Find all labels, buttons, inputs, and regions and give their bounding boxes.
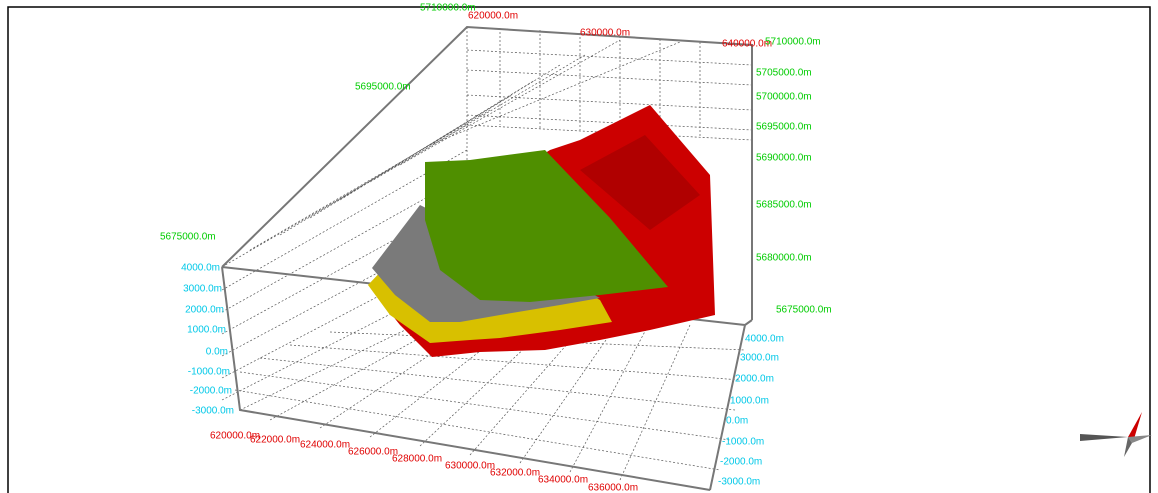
compass xyxy=(1080,412,1152,457)
z-tick-label: 1000.0m xyxy=(730,396,769,407)
z-tick-label: -3000.0m xyxy=(192,406,234,417)
z-tick-label: 0.0m xyxy=(726,416,748,427)
surfaces xyxy=(368,105,715,357)
y-tick-label: 5695000.0m xyxy=(756,122,812,133)
x-tick-label: 634000.0m xyxy=(538,475,588,486)
x-tick-label: 620000.0m xyxy=(468,11,518,22)
y-tick-label: 5700000.0m xyxy=(756,92,812,103)
y-tick-label: 5705000.0m xyxy=(756,68,812,79)
x-tick-label: 622000.0m xyxy=(250,435,300,446)
y-tick-label: 5675000.0m xyxy=(160,232,216,243)
grid xyxy=(221,27,753,481)
z-tick-label: -1000.0m xyxy=(188,367,230,378)
x-tick-label: 626000.0m xyxy=(348,447,398,458)
y-tick-label: 5685000.0m xyxy=(756,200,812,211)
box xyxy=(221,25,753,491)
x-tick-label: 636000.0m xyxy=(588,483,638,493)
z-tick-label: 3000.0m xyxy=(740,353,779,364)
y-tick-label: 5675000.0m xyxy=(776,305,832,316)
z-tick-label: -2000.0m xyxy=(720,457,762,468)
z-tick-label: 3000.0m xyxy=(183,284,222,295)
y-tick-label: 5690000.0m xyxy=(756,153,812,164)
x-tick-label: 632000.0m xyxy=(490,468,540,479)
axis-labels: 5710000.0m 620000.0m 630000.0m 640000.0m… xyxy=(160,3,832,493)
x-tick-label: 624000.0m xyxy=(300,440,350,451)
z-tick-label: 4000.0m xyxy=(181,263,220,274)
z-tick-label: -1000.0m xyxy=(722,437,764,448)
z-tick-label: 1000.0m xyxy=(187,325,226,336)
z-tick-label: 4000.0m xyxy=(745,334,784,345)
y-tick-label: 5680000.0m xyxy=(756,253,812,264)
green-surface xyxy=(425,150,668,302)
z-tick-label: 2000.0m xyxy=(185,305,224,316)
z-tick-label: 2000.0m xyxy=(735,374,774,385)
z-tick-label: -2000.0m xyxy=(190,386,232,397)
y-tick-label: 5695000.0m xyxy=(355,82,411,93)
x-tick-label: 630000.0m xyxy=(580,28,630,39)
z-tick-label: 0.0m xyxy=(206,347,228,358)
y-tick-label: 5710000.0m xyxy=(765,37,821,48)
x-tick-label: 630000.0m xyxy=(445,461,495,472)
x-tick-label: 628000.0m xyxy=(392,454,442,465)
x-tick-label: 640000.0m xyxy=(722,39,772,50)
x-tick-label: 620000.0m xyxy=(210,431,260,442)
z-tick-label: -3000.0m xyxy=(718,477,760,488)
y-tick-label: 5710000.0m xyxy=(420,3,476,14)
red-shade xyxy=(580,135,700,230)
